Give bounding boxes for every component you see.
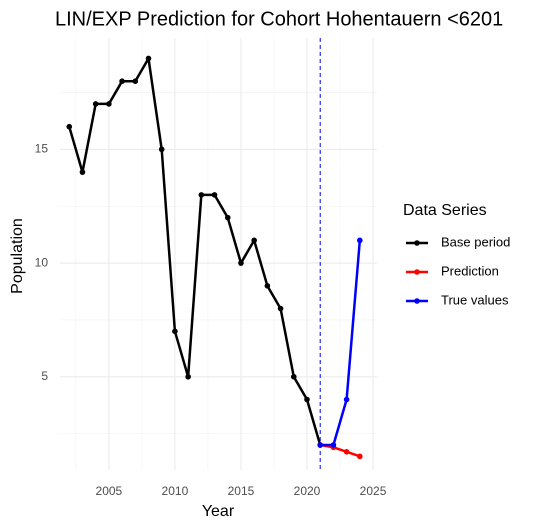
data-point [251,237,257,244]
data-point [277,305,284,312]
data-point [66,123,73,130]
y-tick-label: 10 [35,255,49,269]
legend-label: True values [441,292,509,307]
legend-label: Prediction [441,263,499,278]
legend-swatch-point [414,240,420,246]
data-point [132,78,139,84]
data-point [92,101,99,107]
series-line [320,240,362,447]
x-axis-label: Year [202,503,235,520]
y-tick-label: 5 [41,369,48,383]
series-line [68,57,322,446]
data-point [211,192,218,198]
y-tick-label: 15 [35,142,49,156]
data-point [106,101,112,107]
legend-swatch-point [414,269,420,275]
data-point [185,373,191,380]
data-point [238,260,244,266]
data-point [343,449,350,455]
x-tick-label: 2020 [294,484,321,498]
data-point [343,396,350,403]
legend-swatch-point [414,298,420,304]
x-tick-label: 2015 [228,484,255,498]
data-point [198,192,205,198]
legend-label: Base period [441,234,510,249]
data-point [317,442,324,448]
data-point [357,237,363,244]
data-point [158,146,165,153]
legend-title: Data Series [403,202,487,219]
x-tick-label: 2025 [360,484,387,498]
data-point [145,55,152,62]
data-point [264,283,271,289]
data-point [119,78,125,84]
data-point [290,373,297,380]
data-point [79,169,86,175]
data-point [357,453,363,460]
data-point [304,396,310,403]
chart-title: LIN/EXP Prediction for Cohort Hohentauer… [55,8,503,30]
data-point [224,214,231,221]
data-point [172,328,178,335]
x-tick-label: 2005 [96,484,123,498]
y-axis-label: Population [9,218,26,294]
data-point [330,442,337,448]
x-tick-label: 2010 [162,484,189,498]
